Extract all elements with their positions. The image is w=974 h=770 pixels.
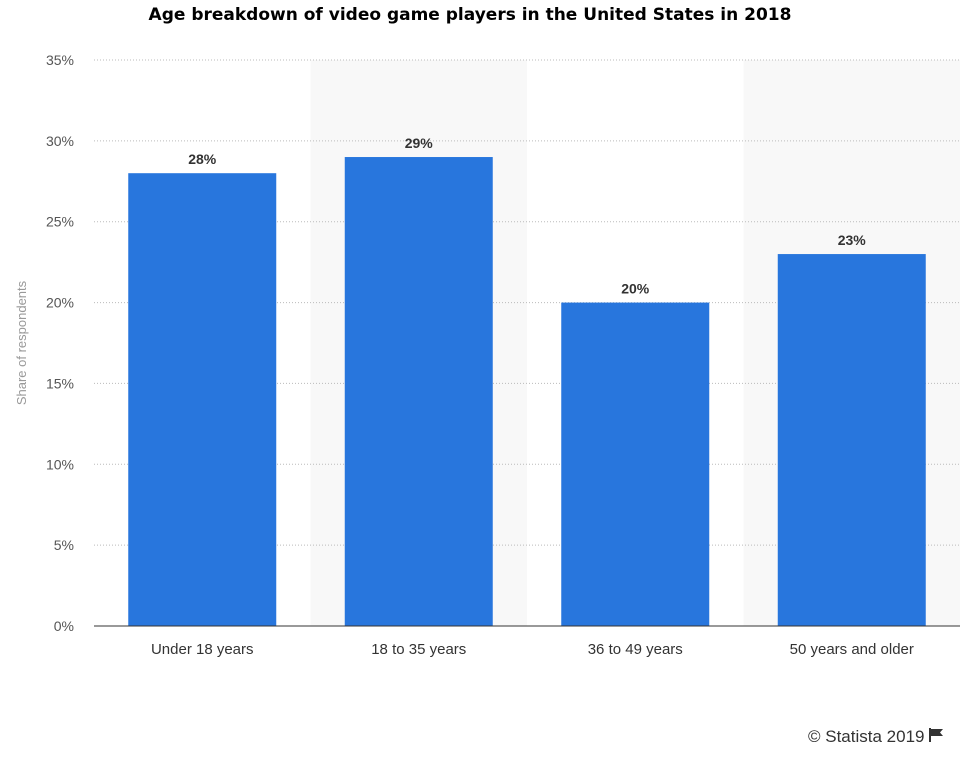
y-axis-label: Share of respondents <box>14 280 29 405</box>
y-tick-label: 35% <box>46 52 74 68</box>
y-tick-label: 5% <box>54 537 74 553</box>
credit-text: © Statista 2019 <box>808 727 925 746</box>
bar[interactable] <box>344 157 493 626</box>
y-tick-label: 25% <box>46 214 74 230</box>
source-credit[interactable]: © Statista 2019 <box>808 727 944 747</box>
data-label: 29% <box>405 135 434 151</box>
flag-icon <box>928 728 943 742</box>
y-tick-label: 15% <box>46 375 74 391</box>
bar[interactable] <box>777 254 926 627</box>
bars <box>128 157 926 627</box>
category-label: 50 years and older <box>790 641 914 658</box>
category-label: Under 18 years <box>151 641 254 658</box>
bar[interactable] <box>561 302 710 626</box>
data-labels: 28% 29% 20% 23% <box>188 135 866 297</box>
category-label: 18 to 35 years <box>371 641 466 658</box>
chart-title: Age breakdown of video game players in t… <box>149 5 792 25</box>
data-label: 28% <box>188 151 217 167</box>
y-axis-ticks: 0% 5% 10% 15% 20% 25% 30% 35% <box>46 52 74 634</box>
category-label: 36 to 49 years <box>588 641 683 658</box>
y-tick-label: 30% <box>46 133 74 149</box>
data-label: 23% <box>838 232 867 248</box>
bar[interactable] <box>128 173 277 626</box>
y-tick-label: 10% <box>46 456 74 472</box>
y-tick-label: 20% <box>46 295 74 311</box>
y-tick-label: 0% <box>54 618 74 634</box>
x-axis-categories: Under 18 years 18 to 35 years 36 to 49 yea… <box>151 641 914 658</box>
data-label: 20% <box>621 281 650 297</box>
